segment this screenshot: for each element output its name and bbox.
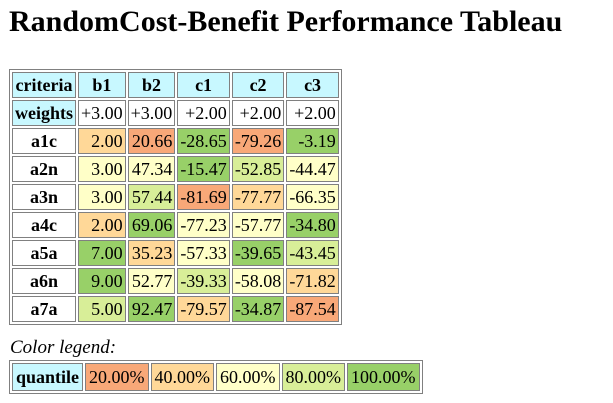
weights-row: weights +3.00 +3.00 +2.00 +2.00 +2.00 — [12, 100, 339, 126]
alternative-row: a5a 7.00 35.23 -57.33 -39.65 -43.45 — [12, 240, 339, 266]
performance-cell: -58.08 — [231, 268, 285, 294]
criterion-header: c3 — [286, 72, 339, 98]
performance-cell: -15.47 — [177, 156, 230, 182]
legend-swatch: 40.00% — [150, 363, 215, 391]
performance-cell: -77.23 — [177, 212, 230, 238]
alternative-row: a1c 2.00 20.66 -28.65 -79.26 -3.19 — [12, 128, 339, 154]
performance-cell: -43.45 — [286, 240, 339, 266]
page-title: RandomCost-Benefit Performance Tableau — [9, 5, 563, 38]
performance-cell: 7.00 — [78, 240, 126, 266]
criteria-header-row: criteria b1 b2 c1 c2 c3 — [12, 72, 339, 98]
legend-swatch: 100.00% — [347, 363, 420, 391]
legend-header: quantile — [12, 363, 84, 391]
performance-cell: -66.35 — [286, 184, 339, 210]
legend-swatch: 60.00% — [216, 363, 280, 391]
legend-caption: Color legend: — [10, 337, 117, 358]
tableau-body: criteria b1 b2 c1 c2 c3 weights +3.00 +3… — [12, 72, 339, 322]
criterion-header: c1 — [177, 72, 230, 98]
performance-cell: -79.57 — [177, 296, 230, 322]
performance-cell: -87.54 — [286, 296, 339, 322]
weight-cell: +3.00 — [78, 100, 126, 126]
performance-cell: 5.00 — [78, 296, 126, 322]
performance-cell: 9.00 — [78, 268, 126, 294]
performance-cell: 2.00 — [78, 212, 126, 238]
performance-cell: -44.47 — [286, 156, 339, 182]
alternative-label: a5a — [12, 240, 76, 266]
performance-cell: -71.82 — [286, 268, 339, 294]
performance-cell: 35.23 — [127, 240, 176, 266]
legend-swatch: 20.00% — [85, 363, 149, 391]
alternative-label: a6n — [12, 268, 76, 294]
alternative-label: a1c — [12, 128, 76, 154]
alternative-row: a2n 3.00 47.34 -15.47 -52.85 -44.47 — [12, 156, 339, 182]
criterion-header: b1 — [78, 72, 126, 98]
performance-cell: 69.06 — [127, 212, 176, 238]
performance-cell: -52.85 — [231, 156, 285, 182]
performance-cell: 2.00 — [78, 128, 126, 154]
weights-label: weights — [12, 100, 76, 126]
performance-cell: -57.77 — [231, 212, 285, 238]
performance-tableau: criteria b1 b2 c1 c2 c3 weights +3.00 +3… — [9, 69, 342, 325]
weight-cell: +2.00 — [231, 100, 285, 126]
legend-row: quantile 20.00% 40.00% 60.00% 80.00% 100.00% — [12, 363, 420, 391]
performance-cell: -34.87 — [231, 296, 285, 322]
performance-cell: -77.77 — [231, 184, 285, 210]
alternative-row: a7a 5.00 92.47 -79.57 -34.87 -87.54 — [12, 296, 339, 322]
performance-cell: -57.33 — [177, 240, 230, 266]
alternative-label: a3n — [12, 184, 76, 210]
performance-cell: -34.80 — [286, 212, 339, 238]
weight-cell: +3.00 — [127, 100, 176, 126]
performance-cell: 92.47 — [127, 296, 176, 322]
alternative-row: a6n 9.00 52.77 -39.33 -58.08 -71.82 — [12, 268, 339, 294]
performance-cell: -3.19 — [286, 128, 339, 154]
performance-cell: 52.77 — [127, 268, 176, 294]
performance-cell: -79.26 — [231, 128, 285, 154]
alternative-label: a7a — [12, 296, 76, 322]
alternative-row: a4c 2.00 69.06 -77.23 -57.77 -34.80 — [12, 212, 339, 238]
alternative-label: a4c — [12, 212, 76, 238]
legend-swatch: 80.00% — [281, 363, 346, 391]
performance-cell: 3.00 — [78, 156, 126, 182]
alternative-label: a2n — [12, 156, 76, 182]
performance-cell: -81.69 — [177, 184, 230, 210]
performance-cell: -39.33 — [177, 268, 230, 294]
performance-cell: -39.65 — [231, 240, 285, 266]
alternative-row: a3n 3.00 57.44 -81.69 -77.77 -66.35 — [12, 184, 339, 210]
color-legend: quantile 20.00% 40.00% 60.00% 80.00% 100.00% — [9, 360, 423, 394]
weight-cell: +2.00 — [286, 100, 339, 126]
criterion-header: c2 — [231, 72, 285, 98]
performance-cell: 47.34 — [127, 156, 176, 182]
performance-cell: 3.00 — [78, 184, 126, 210]
corner-cell: criteria — [12, 72, 76, 98]
performance-cell: -28.65 — [177, 128, 230, 154]
performance-cell: 57.44 — [127, 184, 176, 210]
criterion-header: b2 — [127, 72, 176, 98]
weight-cell: +2.00 — [177, 100, 230, 126]
performance-cell: 20.66 — [127, 128, 176, 154]
